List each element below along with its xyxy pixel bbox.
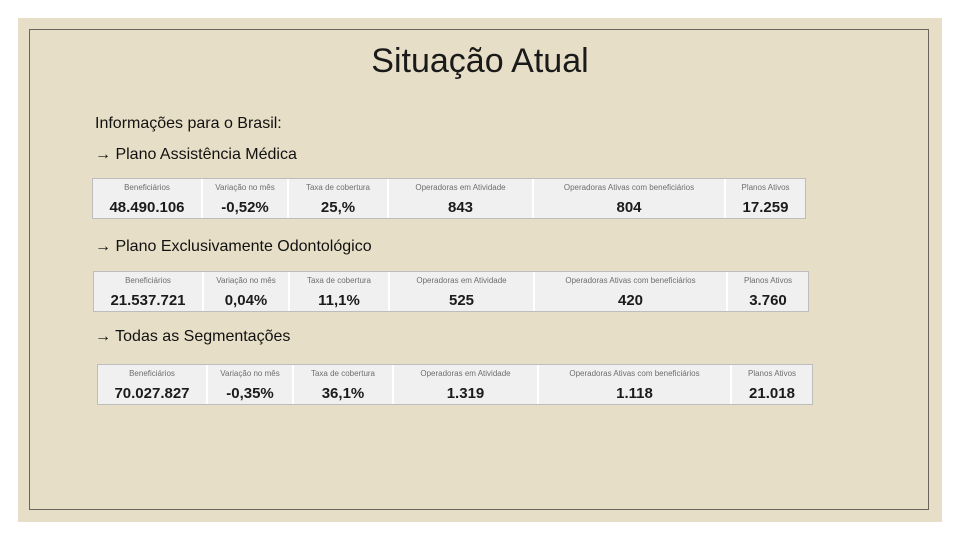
stat-label: Operadoras Ativas com beneficiários [563, 183, 695, 192]
stat-value: 804 [616, 199, 642, 216]
stat-label: Planos Ativos [743, 276, 793, 285]
stat-value: 0,04% [224, 292, 268, 309]
stat-label: Operadoras em Atividade [416, 276, 507, 285]
stat-beneficiarios: Beneficiários 48.490.106 [93, 179, 203, 218]
slide-background [18, 18, 942, 522]
stat-operadoras-atividade: Operadoras em Atividade 525 [390, 272, 535, 311]
stat-planos-ativos: Planos Ativos 21.018 [732, 365, 812, 404]
stat-value: 1.118 [616, 385, 653, 402]
stat-value: 21.537.721 [110, 292, 186, 309]
stat-value: 420 [617, 292, 644, 309]
stat-label: Beneficiários [124, 183, 170, 192]
intro-text: Informações para o Brasil: [95, 115, 282, 132]
stat-taxa-cobertura: Taxa de cobertura 36,1% [294, 365, 394, 404]
stat-operadoras-ativas: Operadoras Ativas com beneficiários 804 [534, 179, 726, 218]
stat-label: Taxa de cobertura [305, 183, 371, 192]
stat-value: 70.027.827 [114, 385, 190, 402]
stat-value: -0,52% [221, 199, 269, 216]
stat-value: 17.259 [742, 199, 789, 216]
section-heading-medical: → Plano Assistência Médica [95, 146, 297, 163]
stat-value: 36,1% [321, 385, 365, 402]
stat-label: Planos Ativos [741, 183, 790, 192]
stat-operadoras-atividade: Operadoras em Atividade 843 [389, 179, 534, 218]
stat-label: Taxa de cobertura [306, 276, 372, 285]
stat-label: Variação no mês [220, 369, 280, 378]
stat-operadoras-ativas: Operadoras Ativas com beneficiários 420 [535, 272, 728, 311]
section-heading-dental: → Plano Exclusivamente Odontológico [95, 238, 372, 255]
stat-value: 3.760 [749, 292, 787, 309]
stat-planos-ativos: Planos Ativos 3.760 [728, 272, 808, 311]
stat-label: Operadoras em Atividade [420, 369, 511, 378]
stat-variacao: Variação no mês -0,35% [208, 365, 294, 404]
stat-value: 525 [448, 292, 475, 309]
stat-operadoras-atividade: Operadoras em Atividade 1.319 [394, 365, 539, 404]
stat-beneficiarios: Beneficiários 21.537.721 [94, 272, 204, 311]
stat-label: Taxa de cobertura [310, 369, 376, 378]
stat-value: 21.018 [749, 385, 795, 402]
stat-value: -0,35% [226, 385, 274, 402]
stat-label: Operadoras Ativas com beneficiários [569, 369, 700, 378]
slide-title: Situação Atual [371, 42, 589, 80]
stat-variacao: Variação no mês -0,52% [203, 179, 289, 218]
stat-label: Operadoras em Atividade [415, 183, 506, 192]
stat-value: 25,% [320, 199, 356, 216]
stats-panel-medical: Beneficiários 48.490.106 Variação no mês… [92, 178, 806, 219]
stat-beneficiarios: Beneficiários 70.027.827 [98, 365, 208, 404]
stat-variacao: Variação no mês 0,04% [204, 272, 290, 311]
stat-value: 11,1% [318, 292, 360, 309]
stat-label: Beneficiários [129, 369, 175, 378]
stat-label: Variação no mês [215, 183, 275, 192]
section-heading-all: → Todas as Segmentações [95, 328, 291, 345]
stat-value: 48.490.106 [109, 199, 185, 216]
stat-label: Planos Ativos [747, 369, 797, 378]
stat-planos-ativos: Planos Ativos 17.259 [726, 179, 805, 218]
stat-label: Beneficiários [125, 276, 171, 285]
slide-frame [29, 29, 929, 510]
stat-taxa-cobertura: Taxa de cobertura 25,% [289, 179, 389, 218]
stat-operadoras-ativas: Operadoras Ativas com beneficiários 1.11… [539, 365, 732, 404]
stats-panel-dental: Beneficiários 21.537.721 Variação no mês… [93, 271, 809, 312]
stat-value: 1.319 [446, 385, 485, 402]
stat-value: 843 [447, 199, 474, 216]
stat-label: Operadoras Ativas com beneficiários [565, 276, 696, 285]
stats-panel-all: Beneficiários 70.027.827 Variação no mês… [97, 364, 813, 405]
stat-taxa-cobertura: Taxa de cobertura 11,1% [290, 272, 390, 311]
stat-label: Variação no mês [216, 276, 276, 285]
